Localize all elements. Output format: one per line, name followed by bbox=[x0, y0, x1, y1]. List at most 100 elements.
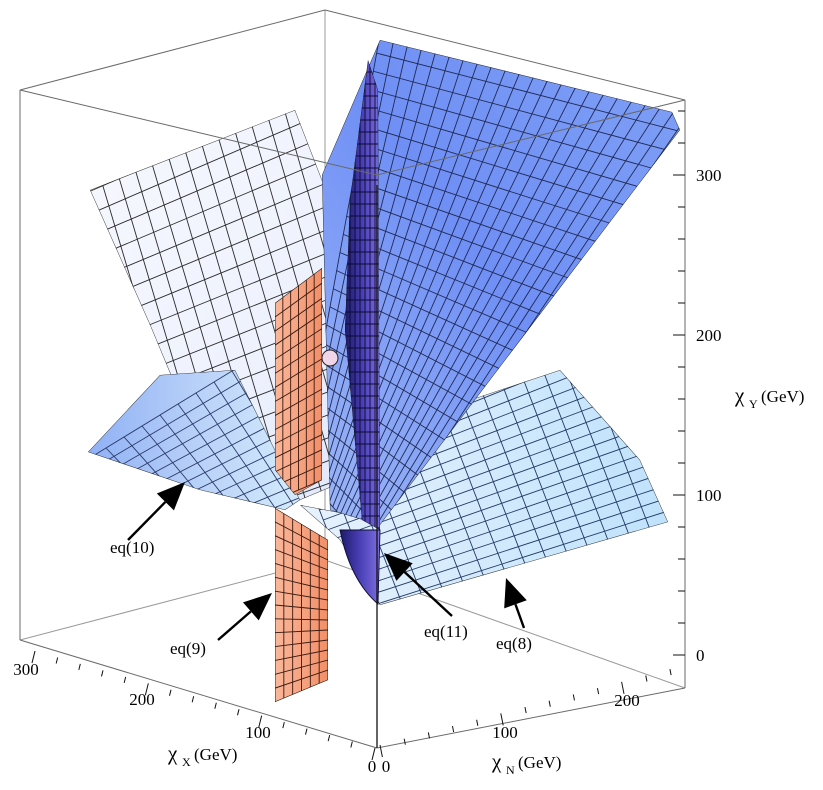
eq11-lower-surface bbox=[339, 529, 381, 605]
eq8-main-surface-gridline bbox=[376, 52, 678, 132]
x-axis-tick bbox=[237, 709, 240, 716]
eq8-main-surface-gridline bbox=[369, 88, 652, 169]
eq9-lower-surface-gridline bbox=[275, 535, 328, 561]
x-axis-tick bbox=[169, 689, 172, 696]
intersection-marker bbox=[321, 349, 339, 367]
eq9-lower-surface-gridline bbox=[275, 590, 328, 601]
n-axis-tick bbox=[427, 732, 431, 739]
annotation-label: eq(9) bbox=[170, 639, 206, 658]
eq9-upper-surface-gridline bbox=[275, 388, 322, 416]
n-axis-tick bbox=[596, 688, 600, 695]
eq9-lower-surface-gridline bbox=[275, 521, 328, 551]
eq10-ledge-surface-gridline bbox=[88, 370, 251, 471]
annotation-eq10: eq(10) bbox=[110, 482, 185, 557]
box-edge bbox=[376, 99, 686, 176]
annotation-arrow-head bbox=[243, 593, 272, 621]
x-axis-tick-label: 100 bbox=[245, 723, 271, 742]
x-axis-tick bbox=[123, 676, 127, 683]
x-axis-tick bbox=[31, 650, 36, 664]
eq9-upper-surface-gridline bbox=[275, 373, 322, 402]
x-axis-tick bbox=[371, 747, 376, 761]
x-axis-label-symbol: χ bbox=[167, 741, 178, 765]
n-axis-tick bbox=[548, 700, 551, 707]
x-axis-tick bbox=[191, 696, 195, 703]
eq8-main-surface-gridline bbox=[322, 360, 458, 449]
x-axis-tick-label: 0 bbox=[368, 757, 377, 776]
annotation-arrow-head bbox=[384, 553, 413, 581]
n-axis-tick-label: 200 bbox=[614, 691, 640, 710]
eq8-main-surface-gridline bbox=[373, 70, 665, 150]
box-edge bbox=[324, 9, 686, 101]
eq8-main-surface-gridline bbox=[346, 215, 561, 300]
n-axis-tick bbox=[621, 681, 625, 694]
x-axis-tick bbox=[144, 683, 149, 696]
eq9-upper-surface-gridline bbox=[275, 449, 322, 473]
x-axis-tick bbox=[258, 715, 263, 728]
annotation-arrow-head bbox=[156, 482, 185, 511]
n-axis-tick-label: 0 bbox=[382, 757, 391, 776]
y-axis-tick-label: 0 bbox=[696, 646, 705, 665]
x-axis-tick-label: 200 bbox=[129, 690, 155, 709]
eq11-blade-surface-outline bbox=[345, 60, 380, 530]
eq8-lower-surface-fill bbox=[300, 370, 668, 605]
x-axis-tick bbox=[78, 663, 81, 671]
eq11-blade-surface bbox=[345, 60, 380, 530]
eq10-ledge-surface-fill bbox=[88, 370, 300, 510]
n-axis-tick bbox=[524, 706, 527, 714]
x-axis-label-subscript: X bbox=[182, 755, 191, 769]
eq9-lower-surface-gridline bbox=[275, 549, 328, 571]
y-axis-tick-label: 200 bbox=[696, 326, 722, 345]
eq9-upper-surface-gridline bbox=[275, 358, 322, 388]
eq8-main-surface-gridline bbox=[322, 451, 394, 525]
annotation-arrow-shaft bbox=[217, 610, 252, 641]
eq10-upper-surface-gridline bbox=[90, 120, 307, 221]
eq9-lower-surface-gridline bbox=[275, 649, 328, 661]
annotation-label: eq(10) bbox=[110, 538, 154, 557]
n-axis-label-unit: (GeV) bbox=[518, 753, 561, 772]
y-axis-label: χ Y (GeV) bbox=[734, 383, 804, 411]
annotation-eq11: eq(11) bbox=[384, 553, 468, 641]
eq10-ledge-surface-gridline bbox=[153, 476, 300, 510]
eq8-lower-surface-gridline bbox=[342, 457, 668, 571]
eq8-main-surface-gridline bbox=[322, 379, 445, 468]
eq10-upper-surface-gridline bbox=[99, 204, 331, 301]
annotation-arrow-shaft bbox=[127, 501, 167, 541]
eq8-lower-surface-gridline bbox=[334, 434, 661, 551]
annotation-arrow-shaft bbox=[403, 571, 453, 617]
eq8-main-surface-gridline bbox=[359, 143, 613, 225]
n-axis-tick bbox=[451, 725, 455, 733]
eq10-ledge-surface-gridline bbox=[161, 487, 300, 510]
eq10-upper-surface-gridline bbox=[111, 246, 343, 341]
eq9-upper-surface-gridline bbox=[275, 313, 322, 346]
box-edge bbox=[19, 639, 378, 749]
annotation-arrow-shaft bbox=[514, 603, 526, 629]
x-axis-label-unit: (GeV) bbox=[194, 745, 237, 764]
eq8-main-surface-outline bbox=[322, 40, 680, 525]
eq9-upper-surface-gridline bbox=[275, 419, 322, 445]
x-axis-tick bbox=[282, 722, 285, 729]
eq8-main-surface-gridline bbox=[356, 161, 600, 244]
n-axis-tick bbox=[669, 669, 672, 676]
eq9-upper-surface bbox=[275, 268, 322, 495]
annotation-arrow-head bbox=[504, 578, 527, 609]
eq9-lower-surface-gridline bbox=[275, 618, 328, 621]
eq9-upper-surface-gridline bbox=[275, 479, 322, 495]
x-axis-tick bbox=[327, 734, 331, 742]
n-axis-label: χ N (GeV) bbox=[491, 749, 561, 777]
y-axis-label-subscript: Y bbox=[749, 397, 758, 411]
eq8-main-surface-gridline bbox=[366, 107, 639, 188]
plot-box-front-edges bbox=[19, 9, 686, 749]
eq8-main-surface-gridline bbox=[349, 197, 574, 281]
x-axis-tick bbox=[305, 728, 308, 735]
eq8-lower-surface-gridline bbox=[330, 422, 656, 541]
eq9-lower-surface-gridline bbox=[275, 562, 328, 581]
eq9-upper-surface-outline bbox=[275, 268, 322, 495]
box-edge bbox=[19, 89, 378, 176]
eq8-lower-surface-gridline bbox=[338, 446, 665, 561]
eq9-lower-surface bbox=[275, 508, 328, 702]
eq9-upper-surface-gridline bbox=[275, 328, 322, 360]
box-hidden-edge bbox=[19, 559, 326, 641]
n-axis-tick-label: 100 bbox=[492, 723, 518, 742]
n-axis-label-subscript: N bbox=[506, 763, 515, 777]
